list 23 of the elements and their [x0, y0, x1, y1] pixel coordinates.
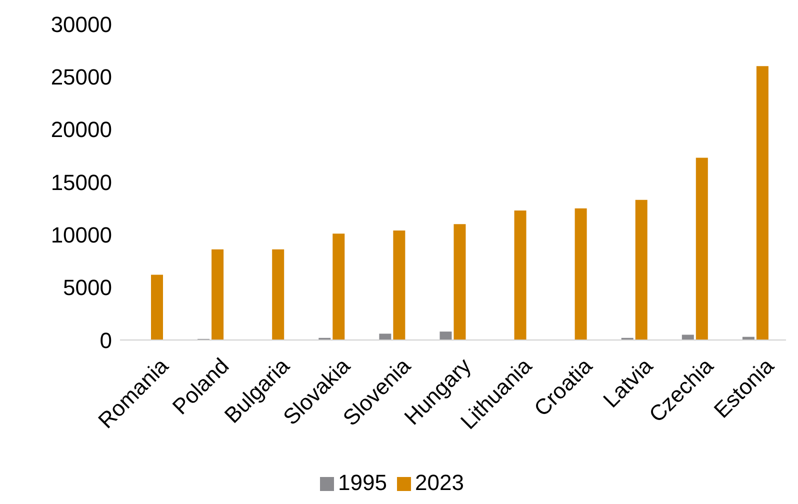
- bar: [151, 274, 163, 340]
- y-tick-label: 5000: [63, 275, 112, 300]
- y-tick-label: 0: [100, 328, 112, 353]
- bar: [696, 158, 708, 340]
- bar: [635, 200, 648, 340]
- bar: [440, 332, 452, 340]
- legend-label: 2023: [415, 470, 464, 495]
- y-tick-label: 30000: [50, 12, 112, 37]
- bar: [272, 249, 284, 340]
- bar: [212, 249, 224, 340]
- y-tick-label: 10000: [50, 222, 112, 248]
- bar: [756, 66, 768, 340]
- y-tick-label: 20000: [50, 117, 112, 142]
- legend-label: 1995: [338, 470, 387, 495]
- bar: [393, 230, 406, 340]
- bar: [454, 224, 466, 340]
- bar: [514, 210, 526, 340]
- bar: [574, 208, 587, 340]
- y-tick-label: 15000: [50, 170, 112, 195]
- bar: [379, 334, 392, 340]
- bar: [682, 334, 694, 340]
- bar: [332, 234, 345, 340]
- y-tick-label: 25000: [50, 64, 112, 90]
